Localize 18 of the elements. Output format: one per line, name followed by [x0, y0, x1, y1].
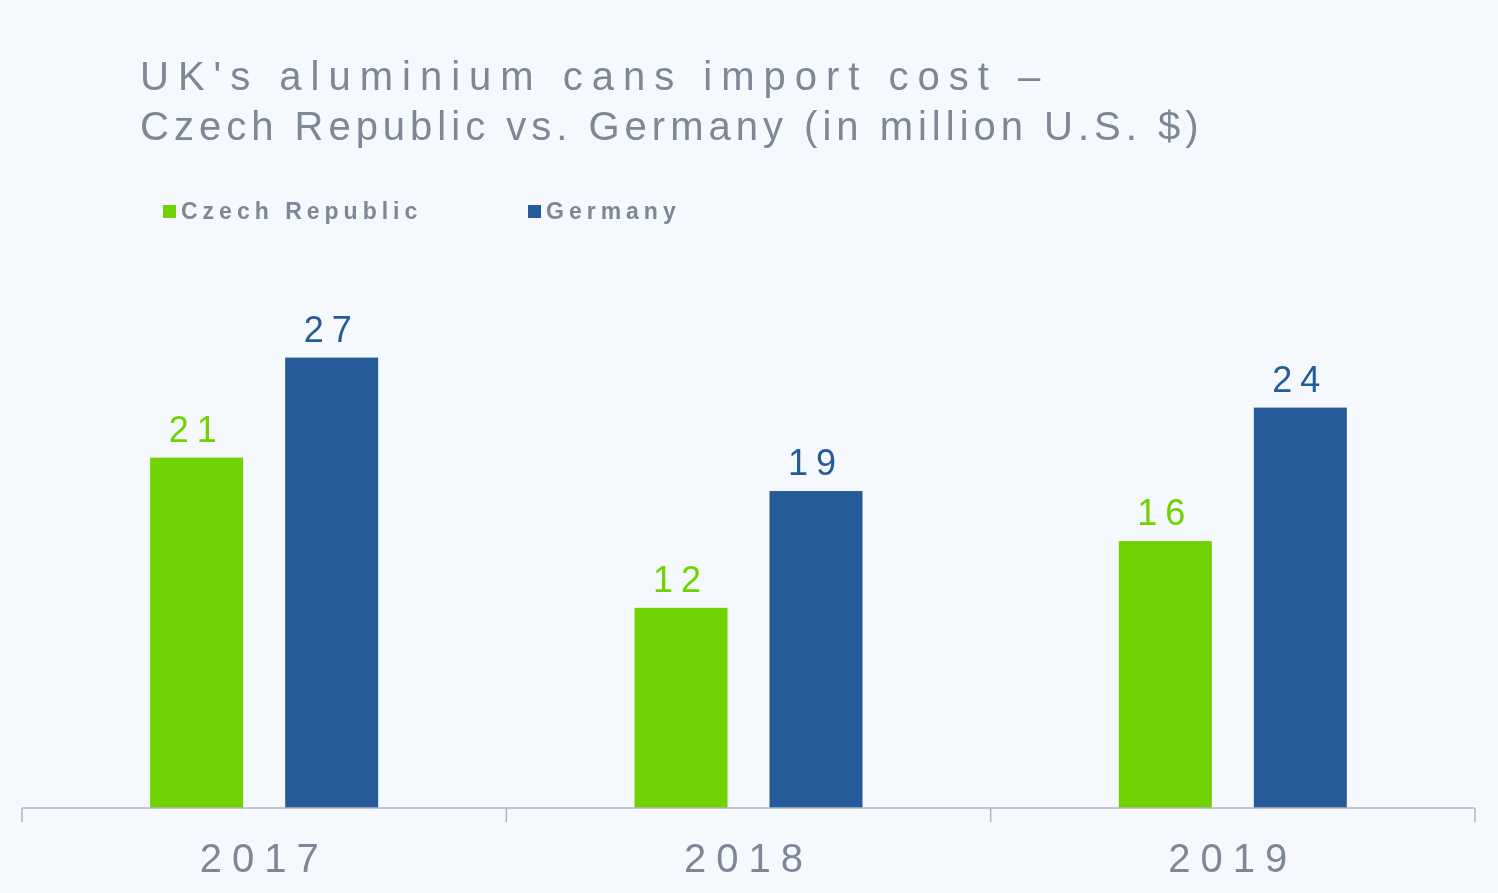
bar: [1253, 407, 1347, 808]
legend-label: Germany: [546, 198, 681, 224]
legend-label: Czech Republic: [181, 198, 423, 224]
chart-title: UK's aluminium cans import cost – Czech Republic vs. Germany (in million U.S. $): [140, 54, 1204, 148]
data-label: 19: [787, 442, 845, 484]
bar: [634, 607, 728, 808]
bar: [285, 357, 379, 808]
bar: [769, 491, 863, 808]
x-tick-label: 2019: [1168, 836, 1298, 880]
data-label: 21: [168, 408, 225, 450]
data-label: 12: [652, 558, 710, 600]
x-tick-label: 2017: [199, 836, 329, 880]
bar: [150, 457, 244, 808]
data-label: 16: [1137, 492, 1194, 534]
data-label: 27: [303, 308, 360, 350]
x-tick-label: 2018: [684, 836, 813, 880]
bar: [1118, 541, 1212, 808]
data-label: 24: [1272, 358, 1329, 400]
